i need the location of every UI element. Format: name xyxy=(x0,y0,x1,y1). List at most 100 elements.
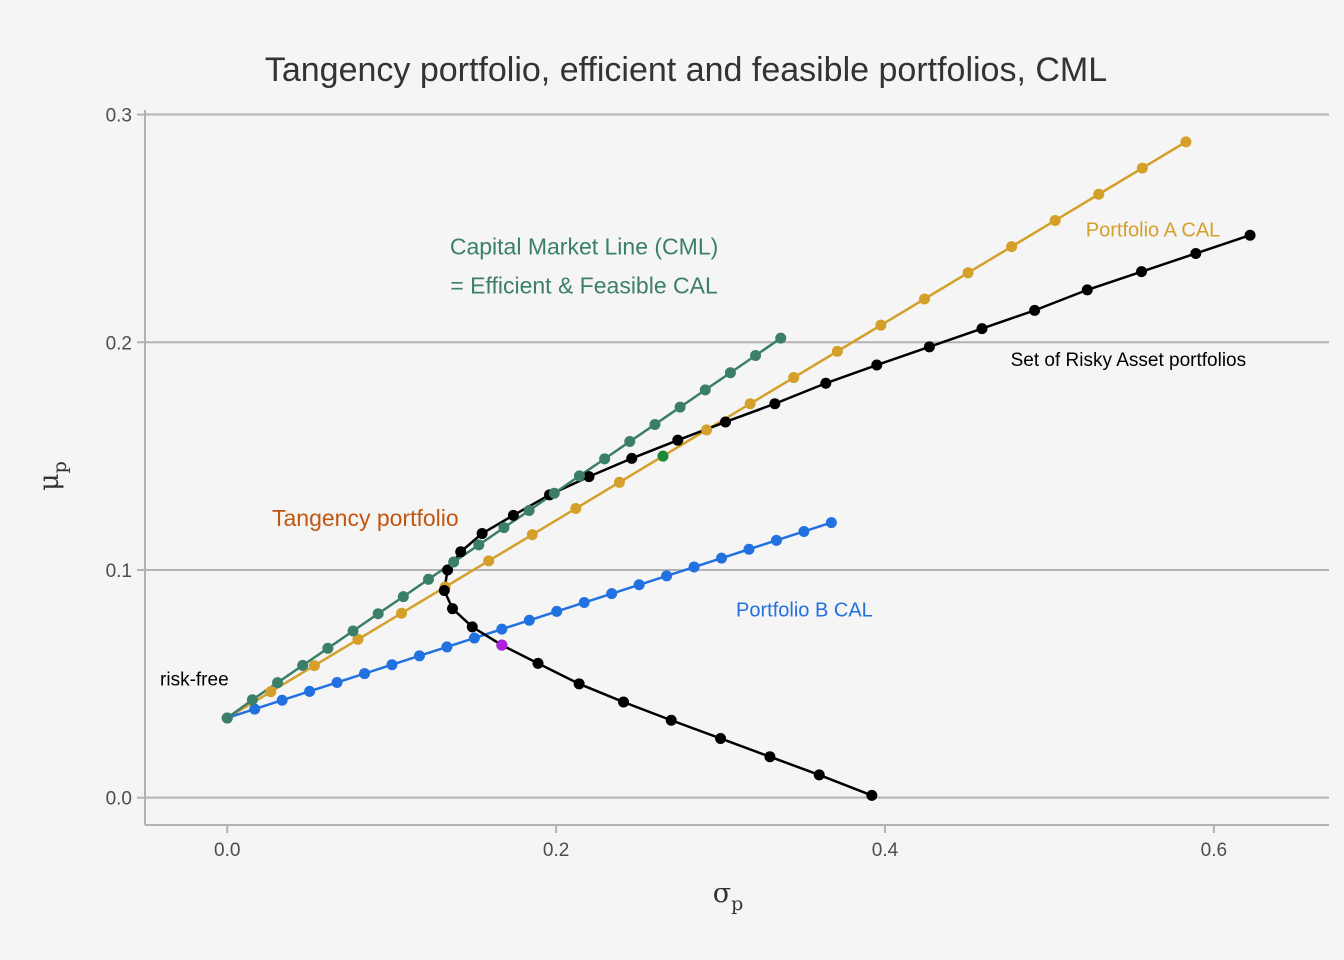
grid-layer xyxy=(145,113,1329,799)
point-risky_asset_portfolios xyxy=(820,377,832,389)
point-risky_asset_portfolios xyxy=(466,621,478,633)
point-portfolio_b_cal xyxy=(716,552,728,564)
point-capital_market_line xyxy=(221,712,233,724)
point-capital_market_line xyxy=(498,522,510,534)
x-axis-title: σp xyxy=(713,878,744,915)
point-portfolio_a_cal xyxy=(918,293,930,305)
point-portfolio_b_cal xyxy=(578,597,590,609)
point-risky_asset_portfolios xyxy=(866,789,878,801)
point-portfolio_a_cal xyxy=(875,319,887,331)
point-portfolio_b_cal xyxy=(413,650,425,662)
point-capital_market_line xyxy=(246,694,258,706)
point-portfolio_a_cal xyxy=(744,398,756,410)
point-capital_market_line xyxy=(473,539,485,551)
point-risky_asset_portfolios xyxy=(923,341,935,353)
y-axis-subscript: p xyxy=(49,461,71,473)
point-capital_market_line xyxy=(347,625,359,637)
axis-layer: 0.0 0.1 0.2 0.3 0.0 0.2 0.4 0.6 xyxy=(106,106,1329,861)
point-capital_market_line xyxy=(724,367,736,379)
point-portfolio_b_cal xyxy=(825,517,837,529)
point-risky_asset_portfolios xyxy=(507,509,519,521)
y-tick-label: 0.0 xyxy=(106,789,132,810)
point-risky_asset_portfolios xyxy=(715,732,727,744)
point-portfolio_b_cal xyxy=(331,676,343,688)
annotation-risk_free: risk-free xyxy=(160,669,229,690)
x-axis-symbol: σ xyxy=(713,878,731,909)
point-capital_market_line xyxy=(423,573,435,585)
y-axis-symbol: μ xyxy=(34,473,65,491)
point-risky_asset_portfolios xyxy=(672,434,684,446)
point-portfolio_a_cal xyxy=(1136,162,1148,174)
point-portfolio_b_cal xyxy=(468,632,480,644)
annotation-portfolio_b: Portfolio B CAL xyxy=(736,600,873,622)
point-risky_asset_portfolios xyxy=(447,603,459,615)
annotation-cml_line2: = Efficient & Feasible CAL xyxy=(450,272,718,298)
point-portfolio_a_cal xyxy=(1006,241,1018,253)
point-risky_asset_portfolios xyxy=(665,714,677,726)
y-tick-label: 0.2 xyxy=(106,333,132,354)
point-portfolio_b_cal xyxy=(688,561,700,573)
point-portfolio_b_cal xyxy=(441,641,453,653)
point-portfolio_b_cal xyxy=(359,668,371,680)
point-capital_market_line xyxy=(599,453,611,465)
x-axis-subscript: p xyxy=(731,893,743,915)
point-portfolio_b_cal xyxy=(496,623,508,635)
point-capital_market_line xyxy=(548,487,560,499)
point-portfolio_b_cal xyxy=(249,703,261,715)
point-portfolio_a_cal xyxy=(613,476,625,488)
x-tick-label: 0.6 xyxy=(1201,840,1227,861)
point-portfolio_b_cal xyxy=(304,685,316,697)
point-portfolio_a_cal xyxy=(308,660,320,672)
point-capital_market_line xyxy=(775,332,787,344)
point-portfolio_b_cal xyxy=(633,579,645,591)
annotation-layer: Capital Market Line (CML) = Efficient & … xyxy=(160,219,1246,690)
point-portfolio_a_cal xyxy=(1049,214,1061,226)
point-risky_asset_portfolios xyxy=(476,528,488,540)
point-portfolio_a_cal xyxy=(1093,188,1105,200)
point-risky_asset_portfolios xyxy=(976,323,988,335)
x-tick-label: 0.0 xyxy=(214,840,240,861)
point-portfolio_a_cal xyxy=(526,529,538,541)
point-capital_market_line xyxy=(397,591,409,603)
point-risky_asset_portfolios xyxy=(1029,304,1041,316)
point-capital_market_line xyxy=(272,677,284,689)
point-portfolio_b_cal xyxy=(743,543,755,555)
point-portfolio_a_cal xyxy=(570,502,582,514)
point-risky_asset_portfolios xyxy=(1081,284,1093,296)
highlight-portfolio_b_point xyxy=(496,639,508,651)
point-risky_asset_portfolios xyxy=(719,416,731,428)
point-risky_asset_portfolios xyxy=(442,564,454,576)
point-risky_asset_portfolios xyxy=(813,769,825,781)
point-risky_asset_portfolios xyxy=(618,696,630,708)
point-portfolio_a_cal xyxy=(396,607,408,619)
point-portfolio_a_cal xyxy=(701,424,713,436)
point-risky_asset_portfolios xyxy=(438,584,450,596)
point-portfolio_b_cal xyxy=(606,588,618,600)
point-portfolio_b_cal xyxy=(661,570,673,582)
point-risky_asset_portfolios xyxy=(1244,229,1256,241)
point-capital_market_line xyxy=(372,608,384,620)
point-portfolio_b_cal xyxy=(276,694,288,706)
point-portfolio_a_cal xyxy=(265,686,277,698)
point-portfolio_a_cal xyxy=(831,345,843,357)
point-portfolio_b_cal xyxy=(523,614,535,626)
point-portfolio_a_cal xyxy=(483,555,495,567)
point-capital_market_line xyxy=(322,642,334,654)
annotation-tangency: Tangency portfolio xyxy=(272,505,459,531)
point-capital_market_line xyxy=(624,436,636,448)
highlight-tangency_point xyxy=(657,450,669,462)
y-tick-label: 0.1 xyxy=(106,561,132,582)
point-portfolio_a_cal xyxy=(788,372,800,384)
point-risky_asset_portfolios xyxy=(626,452,638,464)
point-capital_market_line xyxy=(448,556,460,568)
point-risky_asset_portfolios xyxy=(532,657,544,669)
x-tick-label: 0.2 xyxy=(543,840,569,861)
point-risky_asset_portfolios xyxy=(871,359,883,371)
point-capital_market_line xyxy=(573,470,585,482)
chart-title: Tangency portfolio, efficient and feasib… xyxy=(265,51,1107,89)
point-portfolio_b_cal xyxy=(770,534,782,546)
point-risky_asset_portfolios xyxy=(1190,247,1202,259)
point-capital_market_line xyxy=(649,418,661,430)
